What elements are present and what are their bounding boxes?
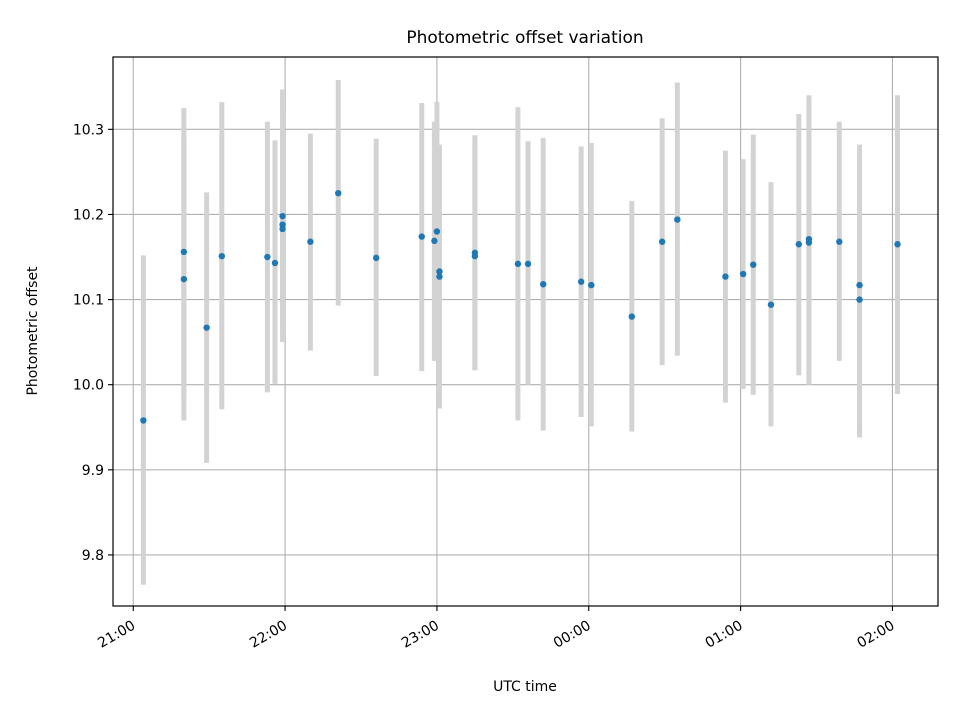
y-tick-label: 10.2 — [73, 207, 104, 223]
data-point — [856, 281, 863, 289]
data-point — [218, 252, 226, 260]
data-point — [577, 278, 585, 285]
y-tick-label: 10.0 — [73, 378, 104, 394]
data-point — [894, 241, 901, 248]
data-point — [372, 254, 380, 262]
data-point — [431, 237, 438, 245]
data-point — [836, 238, 843, 245]
y-tick-label: 9.9 — [82, 463, 104, 479]
data-point — [524, 260, 532, 268]
data-point — [722, 273, 729, 280]
data-point — [767, 301, 775, 308]
data-point — [418, 233, 425, 240]
data-point — [307, 238, 314, 245]
data-point — [140, 417, 147, 424]
y-axis-label: Photometric offset — [25, 266, 41, 396]
data-point — [471, 252, 479, 260]
data-point — [856, 296, 863, 303]
data-point — [795, 241, 803, 248]
y-tick-label: 9.8 — [82, 548, 104, 564]
x-axis-label: UTC time — [493, 679, 557, 695]
data-point — [271, 259, 279, 267]
plot-frame — [112, 56, 939, 607]
data-points — [140, 189, 901, 424]
data-point — [180, 248, 188, 256]
data-point — [279, 212, 286, 220]
data-point — [203, 324, 210, 331]
y-tick-label: 10.3 — [73, 122, 104, 138]
data-point — [674, 216, 681, 223]
data-point — [279, 225, 286, 233]
data-point — [514, 260, 522, 268]
data-point — [436, 268, 443, 275]
data-point — [805, 239, 813, 246]
data-point — [436, 273, 443, 280]
data-point — [588, 281, 595, 289]
data-point — [264, 253, 271, 261]
y-tick-label: 10.1 — [73, 293, 104, 309]
data-point — [750, 261, 757, 268]
data-point — [658, 238, 666, 245]
data-point — [540, 281, 547, 288]
data-point — [628, 313, 635, 320]
data-point — [180, 275, 188, 283]
chart-title: Photometric offset variation — [406, 28, 643, 48]
data-point — [335, 189, 342, 197]
data-point — [433, 228, 441, 235]
data-point — [739, 270, 747, 278]
